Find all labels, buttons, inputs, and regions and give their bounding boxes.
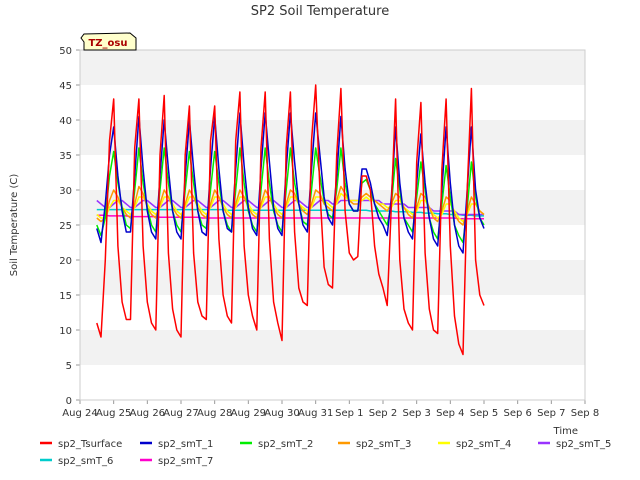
legend-label: sp2_smT_2 [258, 439, 313, 450]
x-tick-label: Sep 3 [402, 408, 430, 419]
legend-item-sp2_smT_3: sp2_smT_3 [338, 439, 411, 450]
legend-label: sp2_smT_1 [158, 439, 213, 450]
y-tick-label: 15 [59, 291, 72, 302]
legend: sp2_Tsurface sp2_smT_1 sp2_smT_2 sp2_smT_3 s… [40, 439, 611, 467]
y-tick-label: 30 [59, 186, 72, 197]
legend-label: sp2_Tsurface [58, 439, 122, 450]
x-tick-label: Sep 5 [470, 408, 498, 419]
x-tick-label: Sep 2 [369, 408, 397, 419]
grid-band [80, 295, 585, 330]
x-tick-label: Aug 24 [62, 408, 97, 419]
series-line-sp2_smT_2 [96, 147, 485, 244]
y-axis: 0 5 10 15 20 25 30 35 40 45 50 [59, 46, 80, 407]
x-tick-label: Sep 6 [503, 408, 531, 419]
x-tick-label: Aug 26 [130, 408, 165, 419]
legend-item-sp2_smT_4: sp2_smT_4 [438, 439, 511, 450]
legend-label: sp2_smT_3 [356, 439, 411, 450]
grid-band [80, 155, 585, 190]
grid-band [80, 50, 585, 85]
y-tick-label: 0 [66, 396, 72, 407]
x-tick-label: Sep 1 [335, 408, 363, 419]
y-tick-label: 40 [59, 116, 72, 127]
y-tick-label: 5 [66, 361, 72, 372]
x-tick-label: Sep 8 [571, 408, 599, 419]
legend-item-sp2_smT_5: sp2_smT_5 [538, 439, 611, 450]
legend-label: sp2_smT_5 [556, 439, 611, 450]
legend-item-sp2_smT_1: sp2_smT_1 [140, 439, 213, 450]
grid-band [80, 85, 585, 120]
y-tick-label: 50 [59, 46, 72, 57]
plot-frame [79, 49, 586, 401]
grid-band [80, 330, 585, 365]
series-line-sp2_smT_3 [96, 185, 485, 226]
legend-item-sp2_smT_2: sp2_smT_2 [240, 439, 313, 450]
grid-band [80, 365, 585, 400]
x-tick-label: Aug 25 [96, 408, 131, 419]
x-tick-label: Sep 4 [436, 408, 464, 419]
legend-item-sp2_smT_6: sp2_smT_6 [40, 456, 113, 467]
legend-label: sp2_smT_7 [158, 456, 213, 467]
annotation-box: TZ_osu [80, 32, 137, 51]
grid-band [80, 225, 585, 260]
x-axis-label: Time [553, 426, 578, 437]
y-tick-label: 20 [59, 256, 72, 267]
x-tick-label: Aug 31 [298, 408, 333, 419]
x-tick-label: Aug 29 [231, 408, 266, 419]
y-tick-label: 10 [59, 326, 72, 337]
y-tick-label: 35 [59, 151, 72, 162]
legend-item-sp2_Tsurface: sp2_Tsurface [40, 439, 122, 450]
y-tick-label: 25 [59, 221, 72, 232]
x-tick-label: Sep 7 [537, 408, 565, 419]
series-line-sp2_smT_7 [96, 214, 484, 220]
legend-label: sp2_smT_4 [456, 439, 511, 450]
y-axis-label: Soil Temperature (C) [9, 174, 20, 277]
y-tick-label: 45 [59, 81, 72, 92]
x-tick-label: Aug 30 [264, 408, 299, 419]
series-line-sp2_Tsurface [96, 84, 485, 356]
series-line-sp2_smT_5 [96, 199, 484, 216]
legend-item-sp2_smT_7: sp2_smT_7 [140, 456, 213, 467]
annotation-label: TZ_osu [88, 38, 127, 49]
chart-title: SP2 Soil Temperature [251, 4, 389, 19]
legend-label: sp2_smT_6 [58, 456, 113, 467]
series-line-sp2_smT_4 [96, 192, 485, 223]
series-line-sp2_smT_6 [96, 208, 484, 217]
series-lines [96, 84, 485, 356]
x-tick-label: Aug 27 [163, 408, 198, 419]
x-tick-label: Aug 28 [197, 408, 232, 419]
grid-band [80, 120, 585, 155]
